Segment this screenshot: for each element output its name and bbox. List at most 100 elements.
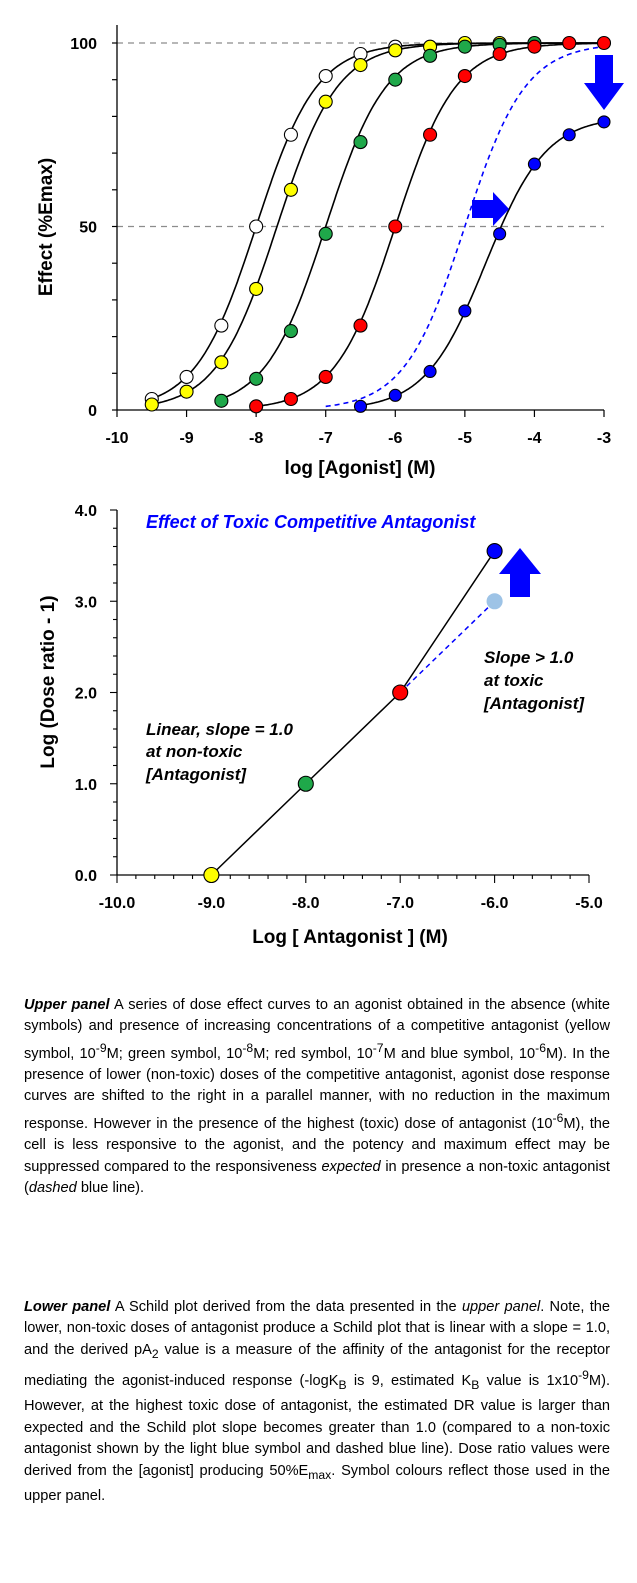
point-green (297, 775, 314, 792)
point-white (249, 219, 264, 234)
point-yellow (203, 866, 220, 884)
point-blue (493, 227, 507, 241)
caption-upper-text: in presence a non-toxic antagonist ( (24, 1158, 610, 1196)
annotation-slope: Slope > 1.0 at toxic [Antagonist] (483, 648, 585, 713)
point-blue (423, 364, 437, 379)
point-lightblue (486, 593, 503, 610)
point-green (249, 371, 264, 386)
caption-emphasis: upper panel (461, 1299, 541, 1315)
point-red (249, 399, 264, 414)
dose-response-chart: 0 50 100 -10 -9 -8 -7 -6 -5 -4 -3 Effect (%Emax) l… (36, 25, 624, 479)
x-tick-label: -9 (179, 430, 193, 447)
y-tick-label: 1.0 (75, 777, 97, 794)
caption-lower-text: A Schild plot derived from the data pres… (110, 1299, 462, 1315)
y-axis-label: Effect (%Emax) (36, 158, 57, 296)
caption-upper-text: blue line). (76, 1179, 145, 1196)
caption-lower-text: . Symbol colours reflect those used in t… (24, 1462, 610, 1504)
caption-sup: -6 (552, 1110, 564, 1125)
schild-plot-chart: 0.0 1.0 2.0 3.0 4.0 -10.0 -9.0 -8.0 -7.0 -6.0 -5.0… (38, 503, 603, 948)
x-tick-label: -4 (527, 430, 541, 447)
x-tick-label: -3 (597, 430, 611, 447)
caption-sub: B (471, 1377, 480, 1392)
y-tick-label: 100 (70, 36, 97, 53)
y-axis-label: Log (Dose ratio - 1) (38, 595, 59, 768)
point-red (353, 318, 368, 333)
caption-lower-text: value is a measure of the affinity of th… (24, 1341, 610, 1389)
point-green (457, 39, 472, 54)
point-green (353, 135, 368, 150)
curve-blue (356, 121, 604, 407)
shift-arrows (472, 55, 624, 226)
point-red (318, 369, 333, 385)
x-tick-label: -7.0 (386, 895, 414, 912)
caption-sup: -7 (372, 1040, 384, 1055)
x-tick-label: -5 (458, 430, 472, 447)
up-arrow-icon (499, 548, 541, 597)
point-white (214, 318, 229, 333)
point-green (214, 393, 229, 408)
point-yellow (353, 57, 368, 73)
point-white (283, 127, 298, 142)
point-blue (388, 388, 402, 402)
caption-sub: B (338, 1377, 347, 1392)
point-red (392, 684, 409, 701)
point-red (388, 219, 403, 234)
right-arrow-icon (472, 192, 509, 226)
curves (148, 42, 605, 408)
caption-lower: Lower panel A Schild plot derived from t… (24, 1297, 610, 1507)
y-tick-label: 50 (79, 220, 97, 237)
down-arrow-icon (584, 55, 624, 110)
axes: 0.0 1.0 2.0 3.0 4.0 -10.0 -9.0 -8.0 -7.0 -6.0 -5.0 (75, 503, 603, 912)
axes: 0 50 100 -10 -9 -8 -7 -6 -5 -4 -3 (70, 25, 611, 447)
y-tick-label: 4.0 (75, 503, 97, 520)
caption-upper-text: M; red symbol, 10 (253, 1045, 373, 1062)
schild-lines (210, 550, 496, 876)
point-red (283, 391, 298, 407)
point-red (596, 35, 612, 51)
x-axis-label: log [Agonist] (M) (285, 458, 436, 479)
curve-yellow (148, 42, 604, 406)
data-points (203, 543, 503, 884)
point-red (527, 39, 542, 54)
caption-upper-text: M and blue symbol, 10 (383, 1045, 536, 1062)
y-tick-label: 3.0 (75, 594, 97, 611)
point-blue (597, 115, 611, 129)
curve-red (252, 42, 604, 408)
caption-sup: -9 (95, 1040, 107, 1055)
expected-curve-dashed (325, 45, 605, 408)
curve-white (148, 42, 604, 401)
x-tick-label: -6 (388, 430, 402, 447)
point-yellow (214, 355, 229, 370)
point-blue (486, 543, 503, 560)
caption-sup: -6 (535, 1040, 546, 1055)
schild-expected-dashed (399, 600, 496, 694)
x-tick-label: -6.0 (481, 895, 509, 912)
y-tick-label: 0.0 (75, 868, 97, 885)
reference-lines (117, 42, 604, 228)
point-white (179, 369, 194, 385)
annotation-slope-line3: [Antagonist] (483, 694, 585, 713)
caption-upper-lead: Upper panel (24, 997, 110, 1013)
caption-upper-text: M), the cell is less responsive to the a… (24, 1115, 610, 1175)
caption-sup: -8 (242, 1040, 254, 1055)
point-red (457, 68, 472, 84)
point-green (388, 72, 403, 87)
y-tick-label: 0 (88, 403, 97, 420)
annotation-linear: Linear, slope = 1.0 at non-toxic [Antago… (145, 720, 293, 784)
caption-lower-text: is 9, estimated K (346, 1372, 472, 1389)
x-tick-label: -8.0 (292, 895, 320, 912)
point-blue (562, 128, 576, 142)
x-tick-label: -7 (319, 430, 333, 447)
point-red (423, 127, 438, 142)
caption-upper-text: M). In the presence of lower (non-toxic)… (24, 1045, 610, 1132)
annotation-linear-line1: Linear, slope = 1.0 (146, 720, 293, 739)
annotation-slope-line1: Slope > 1.0 (484, 648, 574, 667)
annotation-linear-line3: [Antagonist] (145, 765, 247, 784)
point-yellow (388, 43, 403, 58)
point-blue (353, 399, 368, 413)
x-tick-label: -9.0 (198, 895, 226, 912)
x-tick-label: -8 (249, 430, 263, 447)
caption-sub: max (308, 1467, 332, 1482)
caption-emphasis: dashed (28, 1179, 77, 1196)
point-yellow (318, 94, 333, 109)
